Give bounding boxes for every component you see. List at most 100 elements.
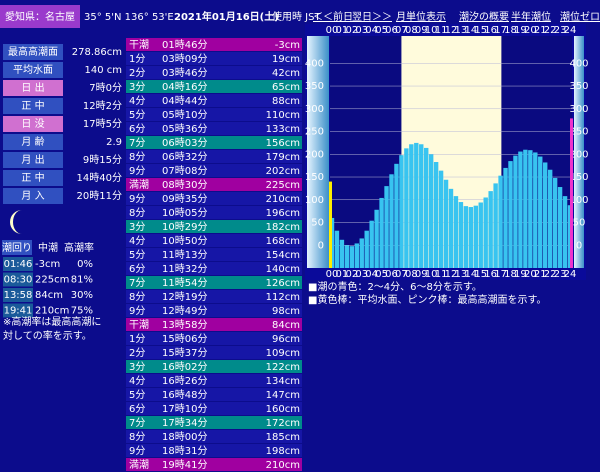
x-tick-label: 24 [564, 269, 577, 280]
y-tick-label: 200 [305, 149, 324, 160]
x-tick-label: 00 [326, 269, 339, 280]
info-value: 140 cm [84, 65, 122, 76]
list-level: 88cm [272, 96, 300, 107]
bar [468, 207, 474, 268]
info-value: 17時5分 [83, 118, 122, 130]
bar [349, 246, 355, 268]
y-tick-label: 400 [569, 58, 588, 69]
list-time: 04時16分 [162, 81, 207, 93]
list-level: 156cm [266, 138, 300, 149]
tide-level: -3cm [35, 259, 60, 270]
list-label: 9分 [129, 193, 145, 205]
list-time: 17時34分 [162, 417, 207, 429]
list-time: 18時31分 [162, 445, 207, 457]
list-label: 3分 [129, 221, 145, 233]
nav-link[interactable]: 月単位表示 [396, 10, 446, 23]
bar [513, 155, 518, 268]
bar [339, 239, 345, 268]
location: 愛知県：名古屋 [5, 10, 75, 23]
list-row [126, 122, 302, 135]
list-label: 5分 [129, 109, 145, 121]
bar [493, 183, 498, 268]
info-label-box [3, 152, 63, 168]
info-label-box [3, 170, 63, 186]
tide-level: 225cm [35, 275, 69, 286]
x-tick-label: 14 [464, 25, 477, 36]
list-label: 干潮 [129, 318, 149, 331]
list-time: 09時35分 [162, 193, 207, 205]
x-tick-label: 20 [524, 25, 537, 36]
bar [433, 162, 439, 268]
list-level: -3cm [275, 40, 300, 51]
list-time: 11時13分 [162, 249, 207, 261]
x-tick-label: 13 [455, 25, 468, 36]
x-tick-label: 23 [554, 269, 567, 280]
info-label: 日 没 [21, 118, 44, 130]
x-tick-label: 14 [464, 269, 477, 280]
list-level: 185cm [266, 432, 300, 443]
y-tick-label: 100 [569, 195, 588, 206]
list-row [126, 108, 302, 121]
x-tick-label: 10 [425, 269, 438, 280]
x-tick-label: 11 [435, 25, 448, 36]
list-level: 65cm [272, 82, 300, 93]
nav-link[interactable]: 潮汐の概要 [459, 10, 509, 23]
list-label: 1分 [129, 53, 145, 65]
timezone: 使用時 JST [272, 10, 321, 23]
y-tick-label: 350 [569, 81, 588, 92]
list-row [126, 38, 302, 51]
bar [503, 167, 508, 268]
tide-header-box [2, 240, 32, 255]
bar [528, 150, 533, 268]
info-value: 20時11分 [77, 190, 122, 202]
list-time: 03時09分 [162, 53, 207, 65]
list-time: 13時58分 [162, 319, 207, 331]
bar [364, 230, 369, 268]
list-time: 15時06分 [162, 333, 207, 345]
nav-link[interactable]: 翌日＞＞ [352, 11, 392, 23]
list-level: 196cm [266, 208, 300, 219]
list-label: 満潮 [129, 178, 149, 191]
list-row [126, 416, 302, 429]
x-tick-label: 16 [484, 25, 497, 36]
x-tick-label: 12 [445, 25, 458, 36]
nav-link[interactable]: ＜＜前日 [313, 10, 353, 23]
list-level: 147cm [266, 390, 300, 401]
list-level: 134cm [266, 376, 300, 387]
nav-link[interactable]: 半年潮位 [511, 10, 551, 23]
list-label: 3分 [129, 81, 145, 93]
list-level: 96cm [272, 334, 300, 345]
list-level: 182cm [266, 222, 300, 233]
list-row [126, 304, 302, 317]
info-value: 9時15分 [83, 154, 122, 166]
bar [557, 187, 563, 268]
list-row [126, 136, 302, 149]
x-tick-label: 08 [405, 25, 418, 36]
x-tick-label: 08 [405, 269, 418, 280]
bar [458, 202, 464, 268]
mean-level-bar [329, 181, 332, 268]
y-tick-label: 400 [305, 58, 324, 69]
list-label: 4分 [129, 95, 145, 107]
info-label: 正 中 [21, 99, 44, 112]
nav-link[interactable]: 潮位ゼロ [560, 10, 600, 23]
list-row [126, 360, 302, 373]
x-tick-label: 13 [455, 269, 468, 280]
list-time: 10時50分 [162, 235, 207, 247]
bar [518, 151, 523, 268]
tide-ratio: 81% [71, 275, 93, 286]
x-tick-label: 10 [425, 25, 438, 36]
list-row [126, 150, 302, 163]
coords: 35° 5'N 136° 53'E [84, 12, 174, 23]
bar [359, 238, 364, 268]
info-value: 278.86cm [72, 47, 122, 58]
bar [334, 230, 340, 268]
bar [547, 169, 553, 268]
list-label: 6分 [129, 263, 145, 275]
tide-header: 潮回り [2, 241, 32, 254]
list-row [126, 206, 302, 219]
tide-header: 高潮率 [64, 241, 94, 254]
info-value: 7時0分 [89, 82, 122, 94]
y-tick-label: 50 [573, 218, 586, 229]
info-value: 14時40分 [77, 172, 122, 184]
